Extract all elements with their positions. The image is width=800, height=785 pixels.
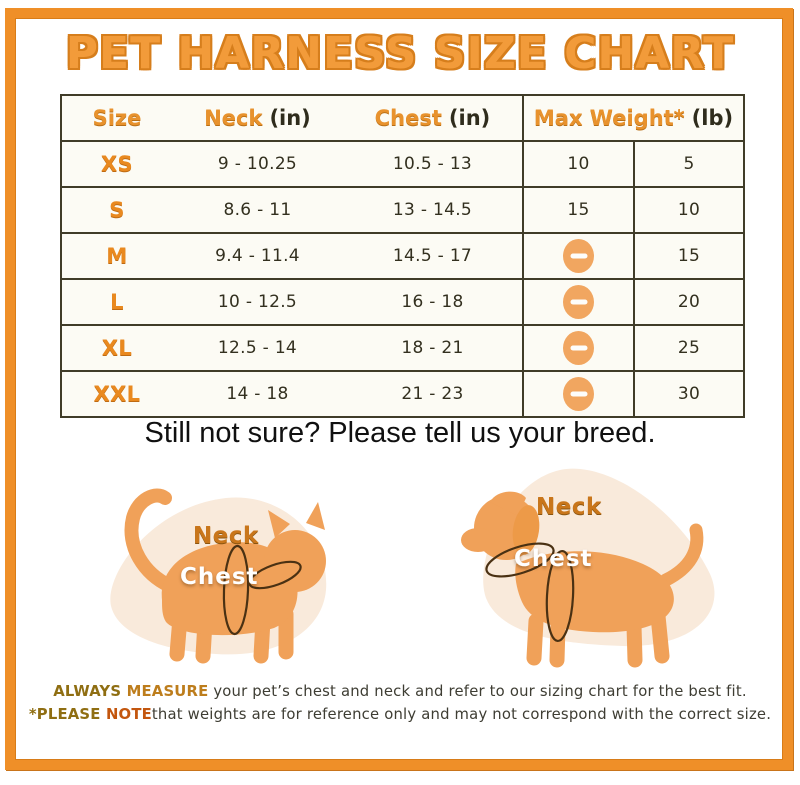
col-header-size-label: Size: [92, 106, 142, 130]
cat-chest-measure-line: [222, 544, 250, 636]
size-label: XS: [101, 152, 133, 176]
size-chart-table: Size Neck (in) Chest (in) Max Weight* (l…: [60, 94, 745, 418]
table-row: M 9.4 - 11.4 14.5 - 17 15: [62, 234, 743, 280]
chest-range: 13 - 14.5: [392, 200, 473, 220]
dog-chest-measure-line: [545, 549, 575, 643]
max-weight-left: 15: [522, 188, 633, 232]
cat-figure-svg: [110, 488, 327, 664]
minus-icon: [563, 239, 594, 273]
col-header-neck: Neck (in): [172, 96, 343, 140]
neck-range: 8.6 - 11: [223, 200, 292, 220]
minus-icon: [563, 377, 594, 411]
col-header-neck-label: Neck: [204, 106, 263, 130]
max-weight-right: 25: [633, 326, 743, 370]
please-note-bold-a: *PLEASE: [28, 705, 106, 723]
footer-notes: ALWAYS MEASURE your pet’s chest and neck…: [0, 681, 800, 727]
cat-neck-label: Neck: [193, 523, 259, 549]
cat-chest-label: Chest: [180, 564, 259, 590]
cat-silhouette: [124, 488, 326, 664]
neck-range: 10 - 12.5: [217, 292, 298, 312]
col-header-neck-unit: (in): [269, 106, 311, 130]
col-header-chest: Chest (in): [343, 96, 522, 140]
neck-range: 9 - 10.25: [217, 154, 298, 174]
dog-silhouette: [461, 491, 704, 668]
max-weight-left: [522, 372, 633, 416]
cat-neck-measure-line: [248, 560, 302, 590]
dog-illustration: Neck Chest: [438, 456, 743, 670]
chest-range: 21 - 23: [401, 384, 464, 404]
chest-range: 18 - 21: [401, 338, 464, 358]
neck-range: 9.4 - 11.4: [215, 246, 300, 266]
size-label: L: [110, 290, 124, 314]
size-label: S: [109, 198, 125, 222]
always-measure-bold-b: MEASURE: [126, 683, 209, 700]
table-row: XXL 14 - 18 21 - 23 30: [62, 372, 743, 416]
table-row: L 10 - 12.5 16 - 18 20: [62, 280, 743, 326]
minus-bar: [570, 391, 587, 397]
page-title: PET HARNESS SIZE CHART: [65, 28, 735, 79]
max-weight-left: [522, 234, 633, 278]
col-header-size: Size: [62, 96, 172, 140]
dog-chest-label: Chest: [514, 546, 593, 572]
max-weight-right: 5: [633, 142, 743, 186]
col-header-chest-unit: (in): [448, 106, 491, 130]
col-header-max-weight: Max Weight* (lb): [522, 96, 743, 140]
footer-line-note: *PLEASE NOTEthat weights are for referen…: [0, 704, 800, 727]
minus-icon: [563, 285, 594, 319]
minus-icon: [563, 331, 594, 365]
max-weight-right: 10: [633, 188, 743, 232]
chest-range: 16 - 18: [401, 292, 464, 312]
breed-prompt-text: Still not sure? Please tell us your bree…: [144, 417, 656, 449]
chest-range: 14.5 - 17: [392, 246, 473, 266]
col-header-max-weight-unit: (lb): [691, 106, 734, 130]
size-label: XXL: [93, 382, 141, 406]
max-weight-left: [522, 280, 633, 324]
size-table-body: XS 9 - 10.25 10.5 - 13 10 5 S 8.6 - 11 13 - 14.…: [62, 142, 743, 416]
max-weight-right: 30: [633, 372, 743, 416]
minus-bar: [570, 253, 587, 259]
always-measure-rest: your pet’s chest and neck and refer to o…: [208, 683, 747, 700]
table-row: XL 12.5 - 14 18 - 21 25: [62, 326, 743, 372]
max-weight-left: 10: [522, 142, 633, 186]
footer-line-measure: ALWAYS MEASURE your pet’s chest and neck…: [0, 681, 800, 704]
minus-bar: [570, 299, 587, 305]
minus-bar: [570, 345, 587, 351]
table-row: XS 9 - 10.25 10.5 - 13 10 5: [62, 142, 743, 188]
max-weight-left: [522, 326, 633, 370]
col-header-chest-label: Chest: [374, 106, 442, 130]
always-measure-bold-a: ALWAYS: [53, 683, 127, 700]
cat-illustration: Neck Chest: [78, 468, 368, 670]
dog-figure-svg: [461, 468, 715, 668]
table-header-row: Size Neck (in) Chest (in) Max Weight* (l…: [62, 96, 743, 142]
size-label: M: [106, 244, 128, 268]
size-label: XL: [101, 336, 133, 360]
table-row: S 8.6 - 11 13 - 14.5 15 10: [62, 188, 743, 234]
max-weight-right: 15: [633, 234, 743, 278]
neck-range: 14 - 18: [226, 384, 289, 404]
please-note-rest: that weights are for reference only and …: [151, 705, 772, 723]
neck-range: 12.5 - 14: [217, 338, 298, 358]
max-weight-right: 20: [633, 280, 743, 324]
decorative-border-frame: [5, 8, 793, 770]
please-note-bold-b: NOTE: [105, 705, 152, 723]
chest-range: 10.5 - 13: [392, 154, 473, 174]
dog-neck-measure-line: [485, 542, 555, 578]
col-header-max-weight-label: Max Weight*: [533, 106, 685, 130]
dog-neck-label: Neck: [536, 494, 602, 520]
